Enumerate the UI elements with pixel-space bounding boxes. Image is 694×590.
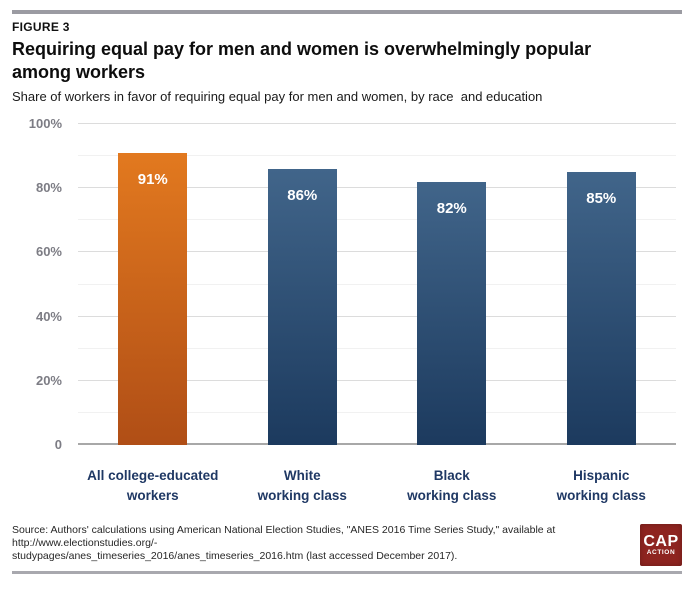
bar-all-college-educated-workers: 91%: [118, 152, 188, 445]
category-label: Hispanic working class: [527, 466, 677, 506]
major-gridline: [78, 123, 676, 124]
major-gridline: [78, 251, 676, 253]
cap-action-logo-action-text: ACTION: [646, 548, 676, 556]
category-label: Black working class: [377, 466, 527, 506]
chart-title: Requiring equal pay for men and women is…: [12, 38, 682, 84]
category-label-line: working class: [407, 488, 497, 503]
x-axis-category-labels: All college-educated workers White working …: [78, 466, 676, 506]
category-label: White working class: [228, 466, 378, 506]
bar-hispanic-working-class: 85%: [566, 172, 636, 445]
category-label-line: Black: [433, 468, 470, 483]
y-axis-tick-label: 40%: [35, 308, 62, 324]
bar-value-label: 91%: [137, 170, 168, 188]
y-axis-tick-label: 0: [54, 437, 62, 452]
bar-white-working-class: 86%: [267, 168, 337, 445]
y-axis-tick-label: 80%: [35, 180, 62, 196]
bar-chart-plot-area: 91% 86% 82% 85% 0 20% 40% 60% 80% 100%: [29, 116, 676, 452]
source-note-line1: Source: Authors' calculations using Amer…: [12, 524, 556, 549]
bar-slot: 85%: [527, 124, 677, 445]
figure-number-label: FIGURE 3: [12, 20, 70, 34]
y-axis-tick-label: 60%: [35, 244, 62, 260]
figure-footer: Source: Authors' calculations using Amer…: [12, 524, 682, 566]
bar-value-label: 82%: [436, 199, 467, 217]
bar-black-working-class: 82%: [417, 181, 487, 445]
category-label-line: Hispanic: [573, 468, 630, 483]
category-label-line: working class: [257, 488, 347, 503]
minor-gridline: [78, 347, 676, 349]
minor-gridline: [78, 283, 676, 285]
major-gridline: [78, 315, 676, 317]
chart-subtitle: Share of workers in favor of requiring e…: [12, 89, 543, 104]
category-label-line: workers: [126, 488, 179, 503]
minor-gridline: [78, 155, 676, 157]
category-label-line: All college-educated: [87, 468, 219, 483]
bar-slot: 91%: [78, 124, 228, 445]
y-axis-tick-label: 100%: [28, 116, 62, 131]
major-gridline: [78, 379, 676, 381]
top-divider: [12, 10, 682, 14]
bar-value-label: 86%: [287, 186, 318, 204]
category-label-line: working class: [556, 488, 646, 503]
category-label: All college-educated workers: [78, 466, 228, 506]
source-note-line2: studypages/anes_timeseries_2016/anes_tim…: [12, 550, 458, 562]
figure-card: FIGURE 3 Requiring equal pay for men and…: [0, 10, 694, 574]
cap-action-logo-cap-text: CAP: [643, 532, 679, 550]
bar-slot: 82%: [377, 124, 527, 445]
chart-title-line1: Requiring equal pay for men and women is…: [12, 39, 592, 59]
bottom-divider: [12, 571, 682, 574]
chart-title-line2: among workers: [12, 62, 146, 82]
category-label-line: White: [283, 468, 321, 483]
minor-gridline: [78, 219, 676, 221]
bar-value-label: 85%: [586, 190, 617, 208]
y-axis-tick-label: 20%: [35, 372, 62, 388]
minor-gridline: [78, 411, 676, 413]
cap-action-logo: CAP ACTION: [640, 524, 682, 566]
x-axis-baseline: [78, 443, 676, 445]
bar-slot: 86%: [228, 124, 378, 445]
major-gridline: [78, 187, 676, 189]
bars-group: 91% 86% 82% 85%: [78, 124, 676, 445]
source-note: Source: Authors' calculations using Amer…: [12, 524, 640, 563]
